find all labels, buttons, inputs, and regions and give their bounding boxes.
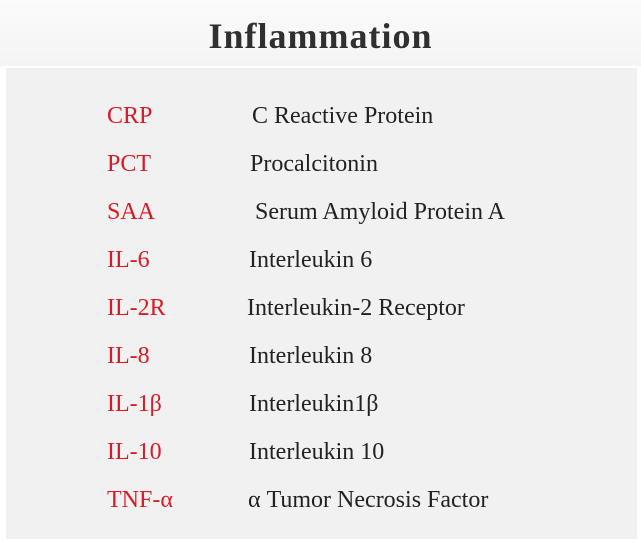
list-item: IL-10 Interleukin 10: [6, 436, 637, 468]
list-item: IL-2R Interleukin-2 Receptor: [6, 292, 637, 324]
definition: Interleukin 10: [249, 439, 385, 465]
list-item: IL-8 Interleukin 8: [6, 340, 637, 372]
list-item: CRP C Reactive Protein: [6, 100, 637, 132]
abbreviation: IL-1β: [107, 391, 162, 417]
page-title: Inflammation: [208, 16, 433, 56]
definition: Procalcitonin: [250, 151, 378, 177]
abbreviation: SAA: [107, 199, 156, 225]
abbreviation-list: CRP C Reactive Protein PCT Procalcitonin…: [6, 68, 637, 539]
title-bar: Inflammation: [0, 0, 641, 66]
list-item: TNF-α α Tumor Necrosis Factor: [6, 484, 637, 516]
list-item: PCT Procalcitonin: [6, 148, 637, 180]
definition: Serum Amyloid Protein A: [255, 199, 506, 225]
abbreviation: PCT: [107, 151, 152, 177]
abbreviation: TNF-α: [107, 487, 173, 513]
abbreviation: IL-10: [107, 439, 162, 465]
definition: Interleukin-2 Receptor: [247, 295, 465, 321]
definition: Interleukin 8: [249, 343, 373, 369]
definition: Interleukin 6: [249, 247, 373, 273]
list-item: IL-6 Interleukin 6: [6, 244, 637, 276]
abbreviation: IL-8: [107, 343, 150, 369]
definition: α Tumor Necrosis Factor: [248, 487, 489, 513]
definition: Interleukin1β: [249, 391, 379, 417]
list-item: SAA Serum Amyloid Protein A: [6, 196, 637, 228]
abbreviation: IL-2R: [107, 295, 166, 321]
definition: C Reactive Protein: [252, 103, 434, 129]
abbreviation: IL-6: [107, 247, 150, 273]
abbreviation: CRP: [107, 103, 153, 129]
list-item: IL-1β Interleukin1β: [6, 388, 637, 420]
